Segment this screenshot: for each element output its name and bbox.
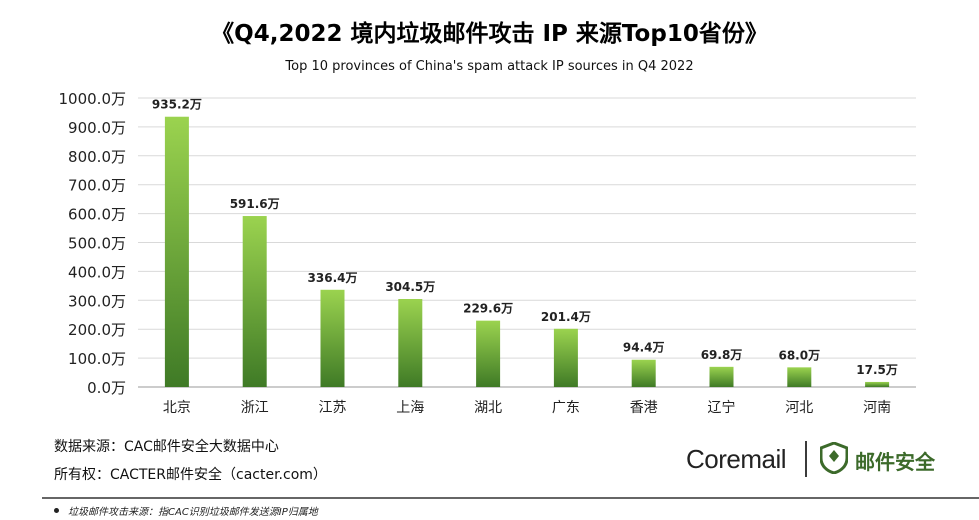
footnote-bullet: [54, 508, 59, 513]
x-tick-label: 河南: [863, 400, 891, 416]
y-tick-label: 800.0万: [68, 148, 126, 166]
y-tick-label: 1000.0万: [59, 90, 127, 108]
x-tick-label: 湖北: [474, 400, 502, 416]
bar: [553, 328, 578, 387]
bar-chart: 0.0万 100.0万 200.0万 300.0万 400.0万 500.0万 600.0万…: [59, 90, 916, 416]
data-label: 17.5万: [856, 363, 898, 377]
coremail-logo: Coremail: [686, 444, 787, 474]
bar: [242, 216, 267, 387]
footnote-text: 垃圾邮件攻击来源：指CAC识别垃圾邮件发送源IP归属地: [68, 507, 318, 518]
data-label: 336.4万: [308, 271, 358, 285]
x-tick-label: 江苏: [319, 400, 347, 416]
value-labels: 935.2万 591.6万 336.4万 304.5万 229.6万 201.4万 94.4…: [152, 98, 898, 377]
y-tick-label: 700.0万: [68, 177, 126, 195]
bars: [164, 116, 890, 387]
mail-security-logo-text: 邮件安全: [855, 450, 935, 474]
bar: [865, 381, 890, 387]
y-tick-label: 300.0万: [68, 292, 126, 310]
data-label: 201.4万: [541, 310, 591, 324]
data-label: 229.6万: [463, 302, 513, 316]
bar: [476, 320, 501, 387]
y-tick-label: 400.0万: [68, 263, 126, 281]
data-label: 591.6万: [230, 197, 280, 211]
chart-subtitle: Top 10 provinces of China's spam attack …: [285, 59, 694, 74]
brand-divider: [805, 441, 807, 477]
x-axis-ticks: 北京 浙江 江苏 上海 湖北 广东 香港 辽宁 河北 河南: [163, 399, 891, 416]
x-tick-label: 浙江: [241, 400, 269, 416]
data-label: 68.0万: [778, 348, 820, 362]
bar: [164, 116, 189, 387]
x-tick-label: 广东: [552, 400, 580, 416]
data-label: 935.2万: [152, 98, 202, 112]
bar: [709, 366, 734, 387]
bar: [320, 289, 345, 387]
bar: [787, 367, 812, 387]
x-tick-label: 北京: [163, 400, 191, 416]
x-tick-label: 河北: [785, 400, 813, 416]
shield-icon: [820, 442, 848, 474]
bar: [631, 359, 656, 387]
y-axis-ticks: 0.0万 100.0万 200.0万 300.0万 400.0万 500.0万 600.0万…: [59, 90, 127, 397]
y-tick-label: 0.0万: [87, 379, 126, 397]
copyright-text: 所有权：CACTER邮件安全（cacter.com）: [54, 467, 327, 483]
data-label: 304.5万: [385, 280, 435, 294]
y-tick-label: 900.0万: [68, 119, 126, 137]
y-tick-label: 100.0万: [68, 350, 126, 368]
y-tick-label: 200.0万: [68, 321, 126, 339]
chart-title: 《Q4,2022 境内垃圾邮件攻击 IP 来源Top10省份》: [211, 21, 768, 47]
data-label: 94.4万: [623, 341, 665, 355]
data-source-text: 数据来源：CAC邮件安全大数据中心: [54, 439, 279, 455]
bar: [398, 298, 423, 387]
y-tick-label: 600.0万: [68, 206, 126, 224]
x-tick-label: 辽宁: [708, 399, 736, 416]
x-tick-label: 上海: [396, 400, 424, 416]
y-tick-label: 500.0万: [68, 235, 126, 253]
data-label: 69.8万: [701, 348, 743, 362]
grid-lines: [138, 97, 916, 388]
footer-divider: [42, 497, 979, 499]
x-tick-label: 香港: [630, 400, 658, 416]
